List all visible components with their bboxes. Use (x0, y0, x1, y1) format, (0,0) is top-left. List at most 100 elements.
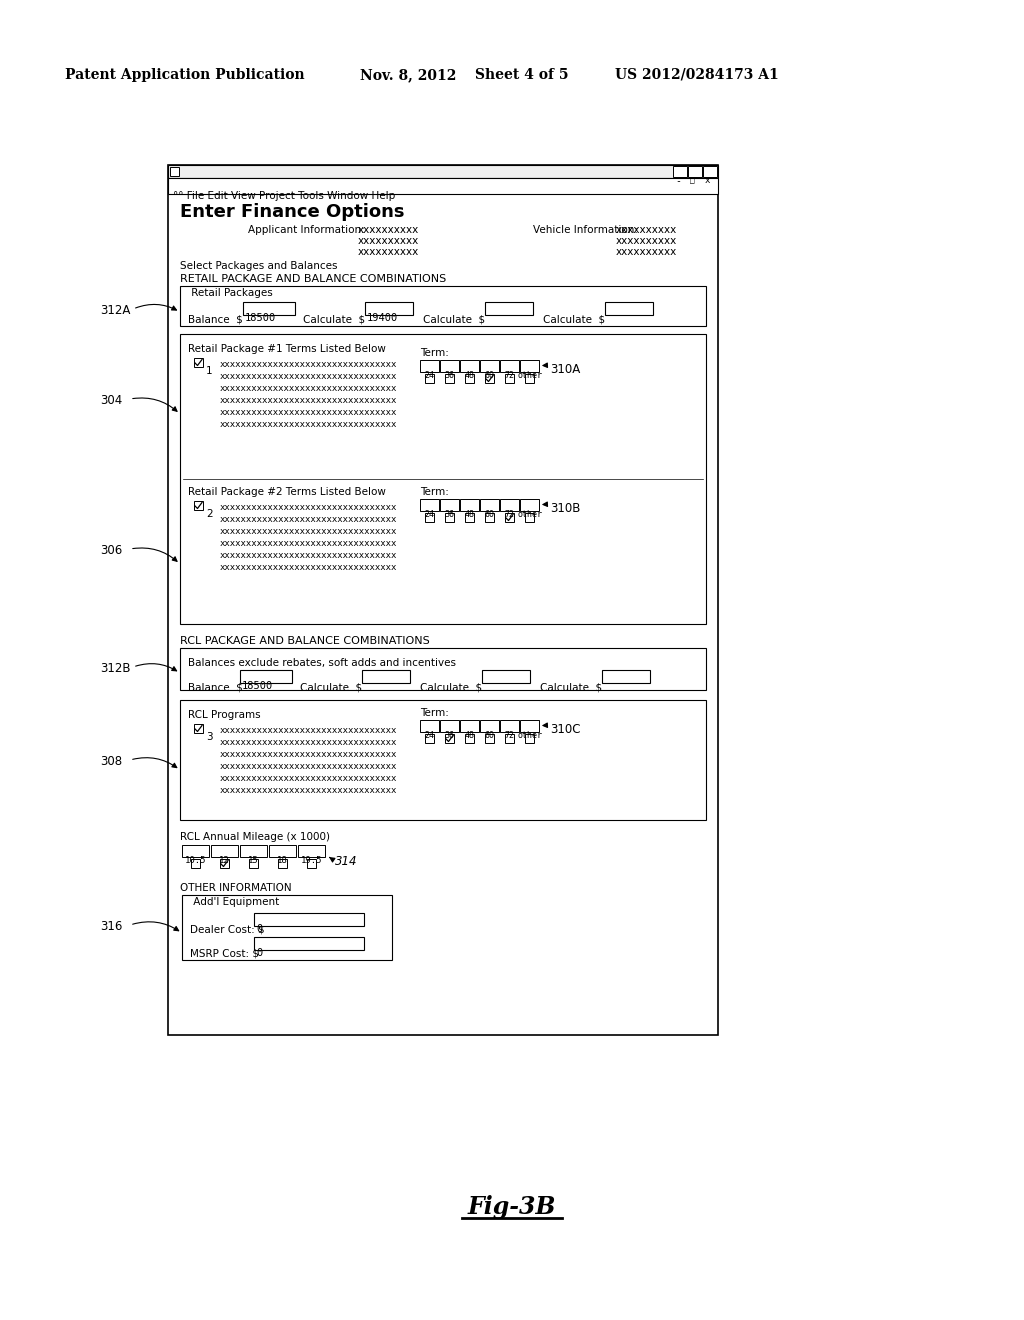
Text: xxxxxxxxxx: xxxxxxxxxx (358, 247, 419, 257)
Text: Nov. 8, 2012: Nov. 8, 2012 (360, 69, 457, 82)
Text: Calculate  $: Calculate $ (303, 314, 366, 323)
Text: xxxxxxxxxxxxxxxxxxxxxxxxxxxxxxxxx: xxxxxxxxxxxxxxxxxxxxxxxxxxxxxxxxx (220, 420, 397, 429)
Text: Balance  $: Balance $ (188, 314, 243, 323)
Text: other: other (517, 731, 542, 741)
Bar (365, 302, 413, 315)
Text: 15: 15 (248, 855, 259, 865)
Text: 60: 60 (484, 731, 495, 741)
Bar (254, 937, 364, 950)
Bar (278, 859, 287, 869)
Bar (688, 166, 702, 177)
Bar (485, 302, 534, 315)
Bar (520, 360, 539, 372)
Text: Retail Packages: Retail Packages (188, 288, 276, 298)
Text: 312B: 312B (100, 663, 130, 675)
Text: Enter Finance Options: Enter Finance Options (180, 203, 404, 220)
Bar (520, 499, 539, 511)
Text: Balances exclude rebates, soft adds and incentives: Balances exclude rebates, soft adds and … (188, 657, 456, 668)
Text: xxxxxxxxxxxxxxxxxxxxxxxxxxxxxxxxx: xxxxxxxxxxxxxxxxxxxxxxxxxxxxxxxxx (220, 503, 397, 512)
Text: OTHER INFORMATION: OTHER INFORMATION (180, 883, 292, 894)
Bar (240, 671, 292, 682)
Text: Term:: Term: (420, 348, 449, 358)
Text: xxxxxxxxxxxxxxxxxxxxxxxxxxxxxxxxx: xxxxxxxxxxxxxxxxxxxxxxxxxxxxxxxxx (220, 550, 397, 560)
Text: Term:: Term: (420, 487, 449, 498)
Text: 48: 48 (465, 731, 474, 741)
Bar (605, 302, 653, 315)
Text: 18500: 18500 (245, 313, 276, 323)
Bar (505, 734, 514, 743)
Bar (520, 719, 539, 733)
Bar (485, 374, 494, 383)
Text: 304: 304 (100, 393, 122, 407)
Text: xxxxxxxxxxxxxxxxxxxxxxxxxxxxxxxxx: xxxxxxxxxxxxxxxxxxxxxxxxxxxxxxxxx (220, 774, 397, 783)
Text: other: other (517, 510, 542, 519)
Text: 72: 72 (505, 371, 514, 380)
Text: 19.5: 19.5 (301, 855, 323, 865)
Bar (465, 374, 474, 383)
Text: xxxxxxxxxxxxxxxxxxxxxxxxxxxxxxxxx: xxxxxxxxxxxxxxxxxxxxxxxxxxxxxxxxx (220, 408, 397, 417)
Text: RCL Programs: RCL Programs (188, 710, 261, 719)
Bar (500, 499, 519, 511)
Bar (180, 700, 706, 820)
Bar (180, 286, 706, 326)
Text: xxxxxxxxxxxxxxxxxxxxxxxxxxxxxxxxx: xxxxxxxxxxxxxxxxxxxxxxxxxxxxxxxxx (220, 396, 397, 405)
Text: other: other (517, 371, 542, 380)
Bar (191, 859, 200, 869)
Text: 0: 0 (256, 948, 262, 958)
Bar (420, 499, 439, 511)
Bar (482, 671, 530, 682)
Text: xxxxxxxxxxxxxxxxxxxxxxxxxxxxxxxxx: xxxxxxxxxxxxxxxxxxxxxxxxxxxxxxxxx (220, 515, 397, 524)
Text: 60: 60 (484, 371, 495, 380)
Text: 36: 36 (444, 510, 455, 519)
Text: RETAIL PACKAGE AND BALANCE COMBINATIONS: RETAIL PACKAGE AND BALANCE COMBINATIONS (180, 275, 446, 284)
Text: xxxxxxxxxx: xxxxxxxxxx (616, 224, 677, 235)
Bar (485, 513, 494, 521)
Bar (182, 895, 392, 960)
Text: 1: 1 (206, 366, 213, 376)
Bar (480, 499, 499, 511)
Text: Add'l Equipment: Add'l Equipment (190, 898, 283, 907)
Text: 314: 314 (335, 855, 357, 869)
Bar (703, 166, 717, 177)
Bar (425, 734, 434, 743)
Text: 60: 60 (484, 510, 495, 519)
Text: RCL Annual Mileage (x 1000): RCL Annual Mileage (x 1000) (180, 832, 330, 842)
Bar (460, 499, 479, 511)
Bar (220, 859, 229, 869)
Text: -: - (675, 176, 681, 186)
Text: 24: 24 (425, 510, 434, 519)
Text: xxxxxxxxxxxxxxxxxxxxxxxxxxxxxxxxx: xxxxxxxxxxxxxxxxxxxxxxxxxxxxxxxxx (220, 372, 397, 381)
Text: Select Packages and Balances: Select Packages and Balances (180, 261, 338, 271)
Text: US 2012/0284173 A1: US 2012/0284173 A1 (615, 69, 778, 82)
Bar (525, 513, 534, 521)
Text: Calculate  $: Calculate $ (300, 682, 362, 692)
Bar (445, 513, 454, 521)
Text: x: x (705, 176, 711, 185)
Bar (440, 499, 459, 511)
Bar (168, 178, 718, 194)
Text: xxxxxxxxxxxxxxxxxxxxxxxxxxxxxxxxx: xxxxxxxxxxxxxxxxxxxxxxxxxxxxxxxxx (220, 527, 397, 536)
Bar (425, 374, 434, 383)
Bar (425, 513, 434, 521)
Text: 306: 306 (100, 544, 122, 557)
Bar (254, 913, 364, 927)
Bar (440, 719, 459, 733)
Text: Vehicle Information:: Vehicle Information: (534, 224, 638, 235)
Bar (194, 358, 203, 367)
Text: 310B: 310B (550, 502, 581, 515)
Bar (480, 719, 499, 733)
Bar (525, 374, 534, 383)
Text: Term:: Term: (420, 708, 449, 718)
Bar (194, 723, 203, 733)
Bar (182, 845, 209, 857)
Text: Calculate  $: Calculate $ (423, 314, 485, 323)
Text: Dealer Cost: $: Dealer Cost: $ (190, 924, 264, 935)
Text: 10.5: 10.5 (184, 855, 206, 865)
Bar (180, 648, 706, 690)
Text: 18: 18 (278, 855, 288, 865)
Text: Retail Package #1 Terms Listed Below: Retail Package #1 Terms Listed Below (188, 345, 386, 354)
Bar (465, 734, 474, 743)
Text: 0: 0 (256, 924, 262, 935)
Text: Sheet 4 of 5: Sheet 4 of 5 (475, 69, 568, 82)
Text: Balance  $: Balance $ (188, 682, 243, 692)
